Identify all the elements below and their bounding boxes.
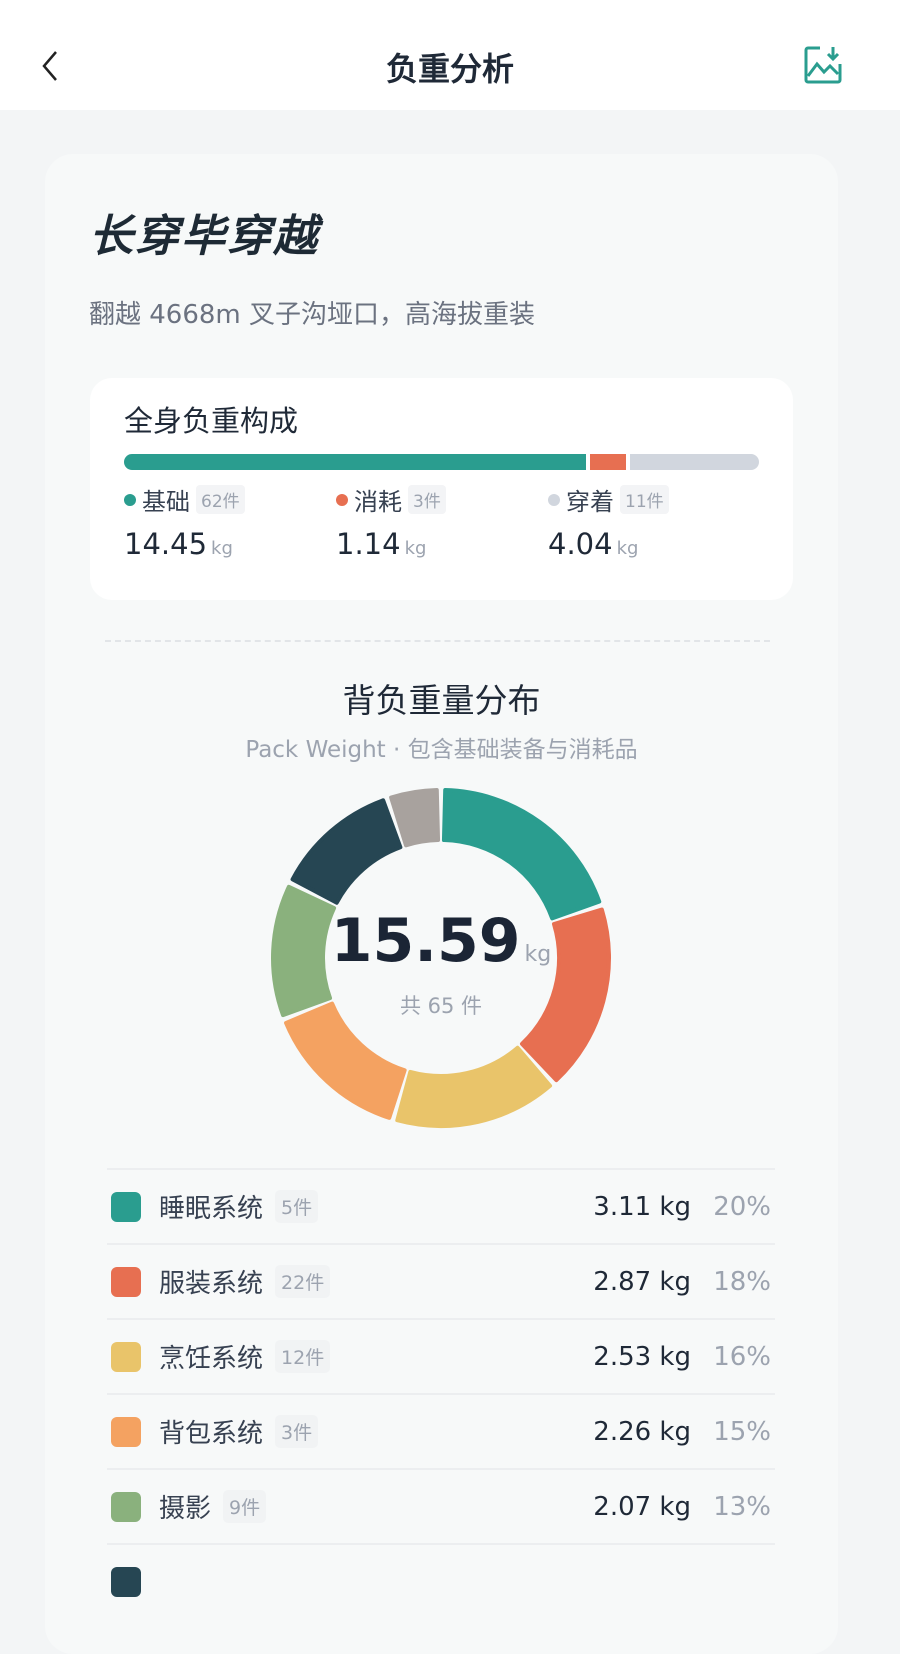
category-row[interactable]	[107, 1543, 775, 1618]
legend-unit: kg	[404, 538, 427, 559]
category-name: 摄影	[159, 1494, 212, 1524]
donut-slice[interactable]	[395, 1045, 553, 1128]
category-row[interactable]: 背包系统 3件 2.26 kg 15%	[107, 1393, 775, 1468]
composition-bar-segment	[629, 454, 759, 470]
category-swatch	[111, 1266, 141, 1297]
category-swatch	[111, 1341, 141, 1372]
category-swatch	[111, 1566, 141, 1597]
total-count: 共 65 件	[399, 994, 483, 1018]
composition-title: 全身负重构成	[124, 404, 299, 438]
donut-slice[interactable]	[441, 788, 602, 921]
legend-count: 62件	[196, 485, 245, 514]
category-name: 服装系统	[159, 1269, 264, 1299]
legend-count: 11件	[620, 485, 669, 514]
chevron-left-icon[interactable]	[36, 48, 66, 84]
category-percent: 16%	[713, 1341, 771, 1372]
trip-subtitle: 翻越 4668m 叉子沟垭口，高海拔重装	[89, 300, 536, 330]
divider	[105, 640, 770, 642]
legend-unit: kg	[211, 538, 233, 559]
category-weight: 2.53 kg	[593, 1341, 691, 1372]
distribution-title: 背负重量分布	[342, 681, 541, 720]
category-swatch	[111, 1416, 141, 1447]
category-weight: 2.87 kg	[593, 1266, 691, 1297]
category-name: 烹饪系统	[159, 1344, 264, 1374]
image-download-icon[interactable]	[802, 44, 844, 86]
category-count: 3件	[275, 1415, 319, 1448]
composition-legend-item: 基础 62件 14.45 kg	[124, 482, 334, 561]
trip-title: 长穿毕穿越	[87, 200, 323, 266]
legend-dot	[124, 493, 136, 506]
category-percent: 15%	[713, 1416, 771, 1447]
category-percent: 20%	[713, 1191, 771, 1222]
legend-dot	[336, 493, 348, 506]
category-count: 9件	[223, 1490, 267, 1523]
legend-weight: 14.45	[124, 527, 208, 561]
category-count: 12件	[275, 1340, 331, 1373]
composition-legend-item: 穿着 11件 4.04 kg	[548, 482, 758, 561]
composition-legend-item: 消耗 3件 1.14 kg	[336, 482, 546, 561]
donut-slice[interactable]	[290, 798, 403, 905]
donut-slice[interactable]	[519, 907, 611, 1083]
composition-bar-segment	[124, 454, 586, 470]
category-row[interactable]: 服装系统 22件 2.87 kg 18%	[107, 1243, 775, 1318]
legend-dot	[548, 493, 560, 506]
page-title: 负重分析	[385, 50, 514, 88]
category-swatch	[111, 1191, 141, 1222]
legend-label: 穿着	[566, 488, 614, 516]
donut-slice[interactable]	[271, 884, 337, 1018]
category-percent: 13%	[713, 1491, 771, 1522]
distribution-subtitle: Pack Weight · 包含基础装备与消耗品	[245, 737, 638, 763]
category-row[interactable]: 睡眠系统 5件 3.11 kg 20%	[107, 1168, 775, 1243]
category-swatch	[111, 1491, 141, 1522]
donut-slice[interactable]	[284, 1001, 407, 1120]
composition-bar	[124, 454, 759, 470]
legend-count: 3件	[408, 485, 446, 514]
donut-slice[interactable]	[389, 788, 441, 848]
category-name: 睡眠系统	[159, 1194, 264, 1224]
weight-composition-card: 全身负重构成 基础 62件 14.45 kg 消耗 3件 1.14 kg 穿着 11件 4.04 kg	[90, 378, 793, 600]
category-count: 22件	[275, 1265, 331, 1298]
composition-bar-segment	[589, 454, 626, 470]
category-list: 睡眠系统 5件 3.11 kg 20% 服装系统 22件 2.87 kg 18% 烹饪系统 12件…	[107, 1168, 775, 1618]
legend-label: 基础	[142, 488, 190, 516]
legend-weight: 1.14	[336, 527, 401, 561]
category-count: 5件	[275, 1190, 319, 1223]
category-row[interactable]: 摄影 9件 2.07 kg 13%	[107, 1468, 775, 1543]
total-weight: 15.59 kg	[330, 906, 552, 976]
category-percent: 18%	[713, 1266, 771, 1297]
category-weight: 3.11 kg	[593, 1191, 691, 1222]
category-weight: 2.07 kg	[593, 1491, 691, 1522]
donut-chart	[271, 788, 611, 1128]
category-name: 背包系统	[159, 1419, 264, 1449]
legend-unit: kg	[616, 538, 639, 559]
analysis-card: 长穿毕穿越 翻越 4668m 叉子沟垭口，高海拔重装 全身负重构成 基础 62件 1…	[45, 154, 838, 1654]
legend-weight: 4.04	[548, 527, 613, 561]
category-weight: 2.26 kg	[593, 1416, 691, 1447]
legend-label: 消耗	[354, 488, 402, 516]
category-row[interactable]: 烹饪系统 12件 2.53 kg 16%	[107, 1318, 775, 1393]
nav-bar: 负重分析	[0, 0, 900, 110]
